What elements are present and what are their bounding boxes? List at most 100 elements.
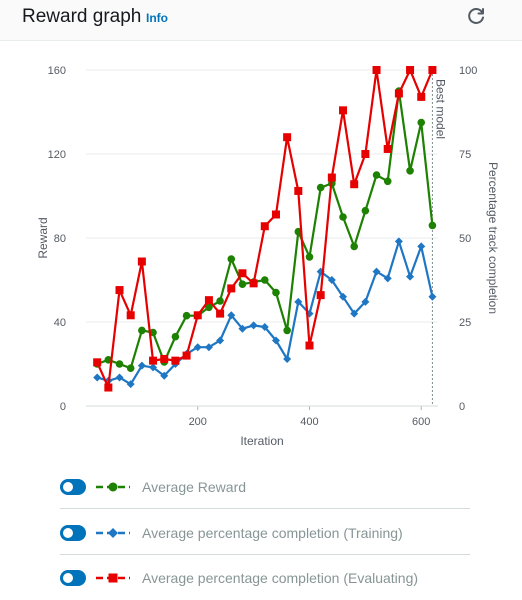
best-model-label: Best model (433, 79, 447, 139)
data-point (193, 311, 202, 320)
y-tick-label: 0 (60, 401, 66, 413)
data-point (428, 66, 437, 74)
x-tick-label: 600 (412, 416, 430, 428)
data-point (406, 167, 414, 175)
data-point (350, 309, 359, 318)
data-point (350, 242, 358, 251)
data-point (249, 321, 258, 330)
legend-label: Average percentage completion (Training) (142, 525, 403, 541)
data-point (350, 180, 359, 189)
x-tick-label: 400 (300, 416, 318, 428)
data-point (406, 66, 415, 74)
data-point (372, 66, 381, 74)
data-point (394, 89, 403, 98)
data-point (417, 118, 426, 127)
y2-tick-label: 75 (459, 149, 471, 161)
legend-item: Average Reward (60, 466, 470, 509)
data-point (160, 371, 169, 380)
panel-title: Reward graph (22, 6, 142, 27)
data-point (272, 288, 280, 297)
data-point (372, 171, 381, 179)
y2-tick-label: 100 (459, 65, 477, 77)
data-point (305, 341, 314, 350)
data-point (138, 326, 146, 335)
data-point (227, 311, 236, 320)
legend-toggle[interactable] (60, 570, 86, 586)
reward-chart: 0 40 80 120 160 0 25 50 75 100 200 400 600 Iteration R… (36, 65, 500, 448)
data-point (126, 311, 135, 320)
data-point (171, 332, 180, 341)
data-point (126, 364, 135, 373)
data-point (271, 210, 280, 219)
x-tick-label: 200 (189, 416, 207, 428)
data-point (271, 336, 280, 345)
y-tick-label: 160 (48, 65, 66, 77)
y2-axis-title: Percentage track completion (486, 162, 500, 314)
data-point (361, 150, 370, 158)
data-point (160, 354, 169, 363)
square-marker-icon (96, 573, 130, 583)
diamond-marker-icon (96, 528, 130, 538)
y-tick-label: 120 (48, 149, 66, 161)
data-point (394, 237, 403, 246)
data-point (204, 296, 213, 305)
y-tick-label: 40 (54, 317, 66, 329)
info-link[interactable]: Info (146, 11, 168, 25)
data-point (383, 177, 392, 186)
data-point (204, 343, 213, 352)
data-point (104, 383, 113, 392)
legend-item: Average percentage completion (Evaluatin… (60, 557, 470, 599)
x-axis-title: Iteration (240, 434, 283, 448)
data-point (339, 106, 348, 115)
data-point (115, 360, 124, 368)
y2-tick-label: 25 (459, 317, 471, 329)
data-point (126, 380, 135, 389)
data-point (137, 361, 146, 370)
data-point (417, 242, 426, 251)
data-point (361, 206, 370, 215)
data-point (260, 222, 269, 231)
data-point (238, 280, 247, 288)
data-point (93, 358, 102, 367)
data-point (383, 144, 392, 153)
data-point (417, 92, 426, 101)
panel-header: Reward graph Info (0, 0, 522, 41)
data-point (283, 326, 291, 335)
data-point (227, 255, 236, 263)
y-axis-title: Reward (36, 217, 50, 258)
data-point (260, 323, 269, 332)
legend-item: Average percentage completion (Training) (60, 512, 470, 555)
data-point (216, 297, 224, 305)
data-point (115, 286, 124, 295)
data-point (372, 267, 381, 276)
data-point (294, 186, 303, 195)
data-point (93, 373, 102, 382)
y2-tick-label: 50 (459, 233, 471, 245)
data-point (327, 276, 336, 284)
data-point (115, 373, 124, 382)
data-point (339, 213, 347, 221)
legend-toggle[interactable] (60, 525, 86, 541)
data-point (361, 297, 370, 306)
data-point (339, 292, 348, 301)
legend-label: Average percentage completion (Evaluatin… (142, 570, 419, 586)
data-point (406, 272, 415, 281)
data-point (428, 221, 437, 230)
data-point (316, 183, 325, 192)
data-point (383, 274, 392, 283)
data-point (316, 291, 325, 300)
data-point (182, 311, 191, 320)
circle-marker-icon (96, 482, 130, 492)
data-point (428, 292, 437, 301)
data-point (216, 336, 225, 345)
data-point (227, 284, 236, 293)
data-point (205, 303, 213, 312)
legend-label: Average Reward (142, 479, 247, 495)
data-point (249, 279, 258, 288)
data-point (327, 173, 336, 182)
y-tick-label: 80 (54, 233, 66, 245)
data-point (283, 133, 292, 142)
data-point (193, 343, 202, 352)
legend-toggle[interactable] (60, 479, 86, 495)
refresh-icon[interactable] (464, 4, 488, 28)
